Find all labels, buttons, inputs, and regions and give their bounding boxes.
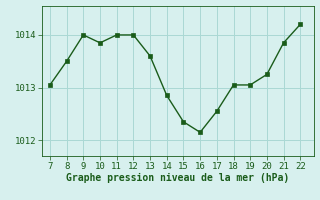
X-axis label: Graphe pression niveau de la mer (hPa): Graphe pression niveau de la mer (hPa) — [66, 173, 289, 183]
